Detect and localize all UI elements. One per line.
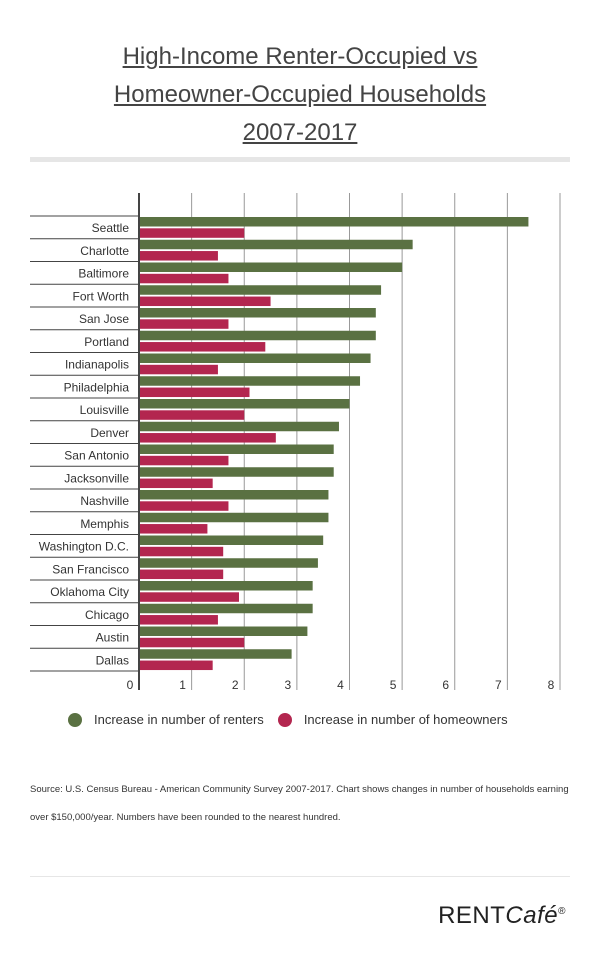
category-label: Memphis	[80, 517, 129, 531]
bar-homeowners	[139, 524, 208, 534]
legend: Increase in number of renters Increase i…	[68, 712, 508, 727]
bar-renters	[139, 330, 376, 341]
title-divider	[30, 157, 570, 162]
title-line-3: 2007-2017	[242, 119, 358, 146]
bar-renters	[139, 353, 371, 363]
bar-renters	[139, 490, 329, 500]
category-label: Charlotte	[80, 244, 129, 258]
bar-homeowners	[139, 637, 245, 648]
x-tick-label: 1	[179, 678, 186, 692]
category-label: Indianapolis	[65, 358, 129, 372]
x-tick-label: 5	[390, 678, 397, 692]
legend-swatch-renters	[68, 712, 82, 727]
category-label: Seattle	[92, 221, 130, 235]
category-label: Oklahoma City	[50, 585, 129, 599]
x-tick-label: 6	[442, 678, 449, 692]
category-label: San Francisco	[52, 562, 129, 576]
bar-renters	[139, 376, 361, 386]
bar-homeowners	[139, 615, 218, 625]
category-label: Dallas	[96, 653, 129, 667]
bar-renters	[139, 581, 313, 591]
bar-homeowners	[139, 273, 229, 284]
x-tick-label: 0	[127, 678, 134, 692]
source-note: Source: U.S. Census Bureau - American Co…	[30, 784, 569, 823]
category-label: San Jose	[79, 312, 129, 326]
bar-homeowners	[139, 546, 224, 557]
bar-renters	[139, 308, 376, 318]
bar-homeowners	[139, 592, 239, 602]
category-label: Louisville	[80, 403, 130, 417]
bar-homeowners	[139, 455, 229, 466]
bar-homeowners	[139, 569, 224, 580]
category-label: Austin	[96, 631, 129, 645]
category-label: Chicago	[85, 608, 129, 622]
bar-renters	[139, 558, 318, 568]
bar-renters	[139, 535, 324, 545]
logo-rent: RENT	[438, 902, 506, 929]
title-line-2: Homeowner-Occupied Households	[113, 81, 487, 108]
bar-renters	[139, 399, 350, 409]
legend-label-homeowners: Increase in number of homeowners	[303, 712, 508, 727]
x-tick-label: 8	[548, 678, 555, 692]
category-label: Fort Worth	[73, 289, 129, 303]
bar-homeowners	[139, 410, 245, 420]
bar-renters	[139, 649, 292, 659]
bar-homeowners	[139, 387, 250, 398]
category-label: Baltimore	[78, 267, 129, 281]
bar-renters	[139, 239, 413, 250]
category-label: Denver	[90, 426, 129, 440]
bar-renters	[139, 603, 313, 614]
bar-homeowners	[139, 501, 229, 511]
bar-homeowners	[139, 228, 245, 238]
bar-homeowners	[139, 364, 218, 375]
bar-renters	[139, 262, 403, 272]
bar-renters	[139, 512, 329, 523]
category-label: Washington D.C.	[39, 540, 129, 554]
category-label: San Antonio	[64, 449, 129, 463]
x-tick-label: 3	[285, 678, 292, 692]
x-tick-label: 2	[232, 678, 239, 692]
logo-reg: ®	[558, 906, 566, 917]
bar-homeowners	[139, 433, 276, 443]
x-tick-label: 7	[495, 678, 502, 692]
bar-renters	[139, 421, 339, 432]
category-label: Philadelphia	[64, 380, 130, 394]
x-tick-label: 4	[337, 678, 344, 692]
category-label: Jacksonville	[64, 471, 129, 485]
title-line-1: High-Income Renter-Occupied vs	[122, 43, 478, 70]
legend-swatch-homeowners	[277, 712, 292, 727]
bar-homeowners	[139, 342, 266, 352]
bar-chart: 0 1 2 3 4 5 6 7 8 Seattle Charlotte Baltimore Fort W…	[30, 193, 561, 692]
bar-renters	[139, 444, 334, 454]
bar-homeowners	[139, 296, 271, 307]
category-label: Nashville	[80, 494, 129, 508]
bar-homeowners	[139, 660, 213, 671]
bar-homeowners	[139, 319, 229, 329]
bar-renters	[139, 626, 308, 636]
bar-homeowners	[139, 251, 218, 261]
category-label: Portland	[84, 335, 129, 349]
bar-renters	[139, 285, 382, 295]
logo-cafe: Café	[505, 902, 559, 929]
rentcafe-logo: RENTCafé®	[438, 902, 566, 930]
bar-renters	[139, 467, 334, 477]
bar-homeowners	[139, 478, 213, 489]
bar-renters	[139, 217, 529, 227]
footer-divider	[30, 876, 570, 877]
legend-label-renters: Increase in number of renters	[94, 712, 264, 727]
